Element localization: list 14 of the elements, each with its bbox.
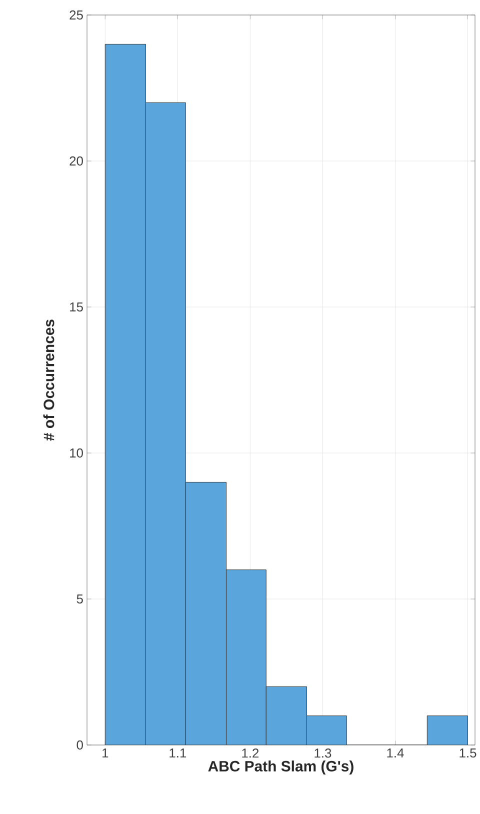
y-tick-label: 5 <box>76 594 83 604</box>
x-tick-label: 1.5 <box>460 748 476 758</box>
x-tick-label: 1.2 <box>242 748 259 758</box>
y-tick-label: 20 <box>70 156 83 166</box>
x-tick-label: 1 <box>102 748 108 758</box>
y-tick-label: 0 <box>76 740 83 750</box>
x-tick-label: 1.3 <box>314 748 332 758</box>
x-axis-title: ABC Path Slam (G's) <box>208 760 354 774</box>
x-tick-label: 1.1 <box>170 748 186 758</box>
y-tick-label: 15 <box>70 302 83 312</box>
y-tick-label: 10 <box>70 448 83 458</box>
y-tick-label: 25 <box>70 10 83 20</box>
y-axis-title: # of Occurrences <box>43 320 54 441</box>
x-tick-label: 1.4 <box>387 748 404 758</box>
